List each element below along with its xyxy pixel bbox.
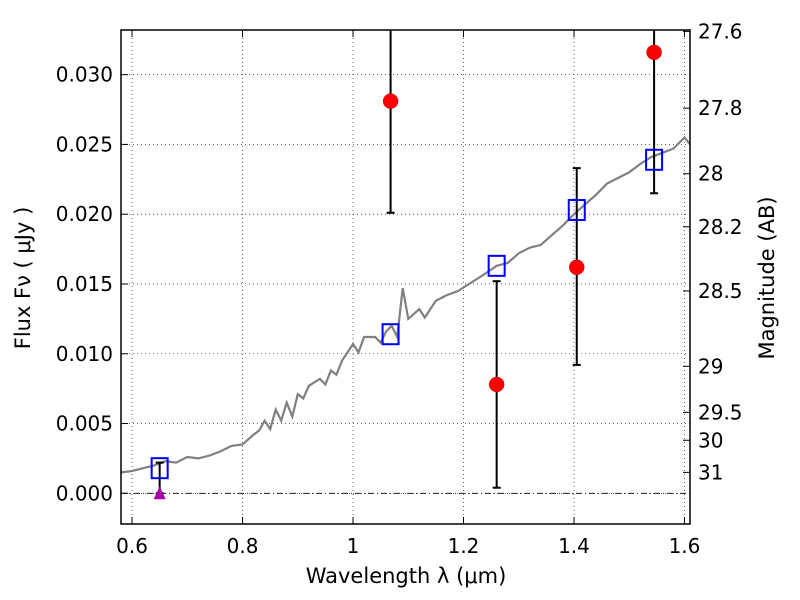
y-tick-label: 0.025: [56, 132, 113, 156]
x-tick-label: 1.6: [669, 534, 701, 558]
spectrum-line: [120, 135, 691, 474]
x-tick-label: 1.2: [448, 534, 480, 558]
model-spectrum: [120, 135, 691, 474]
x-tick-label: 0.8: [227, 534, 259, 558]
y-tick-label: 0.010: [56, 342, 113, 366]
observed-flux-point: [569, 259, 585, 275]
y-tick-label: 0.000: [56, 481, 113, 505]
y-tick-label: 0.020: [56, 202, 113, 226]
right-tick-label: 31: [698, 460, 723, 484]
observed-flux-point: [646, 44, 662, 61]
right-tick-label: 28.5: [698, 279, 743, 303]
data-markers: [150, 44, 664, 500]
y-axis-label: Flux Fν ( μJy ): [11, 207, 35, 350]
y-tick-label: 0.005: [56, 412, 113, 436]
model-photometry-square: [567, 199, 586, 222]
model-photometry-square: [150, 457, 169, 480]
model-photometry-square: [381, 323, 400, 346]
axis-ticks: 0.6 0.8 1 1.2 1.4 1.6 0.000 0.005 0.010 0.015 0.02…: [56, 19, 743, 558]
error-bars: [155, 30, 659, 495]
y-tick-label: 0.015: [56, 272, 113, 296]
right-tick-label: 27.6: [698, 19, 743, 43]
x-axis-label: Wavelength λ (μm): [306, 564, 507, 588]
plot-frame: [120, 29, 691, 525]
upper-limit-triangle: [153, 486, 166, 500]
right-tick-label: 28: [698, 162, 723, 186]
right-tick-label: 29.5: [698, 400, 743, 424]
model-photometry-square: [645, 148, 664, 171]
right-tick-label: 29: [698, 354, 723, 378]
right-tick-label: 28.2: [698, 215, 743, 239]
observed-flux-point: [488, 376, 505, 393]
observed-flux-point: [382, 93, 399, 109]
grid: [121, 30, 690, 524]
x-tick-label: 0.6: [116, 534, 148, 558]
x-tick-label: 1.4: [558, 534, 590, 558]
y-axis-right-label: Magnitude (AB): [755, 196, 779, 359]
model-photometry-square: [487, 254, 506, 277]
y-tick-label: 0.030: [56, 63, 113, 87]
right-tick-label: 27.8: [698, 96, 743, 120]
right-tick-label: 30: [698, 428, 723, 452]
x-tick-label: 1: [347, 534, 360, 558]
